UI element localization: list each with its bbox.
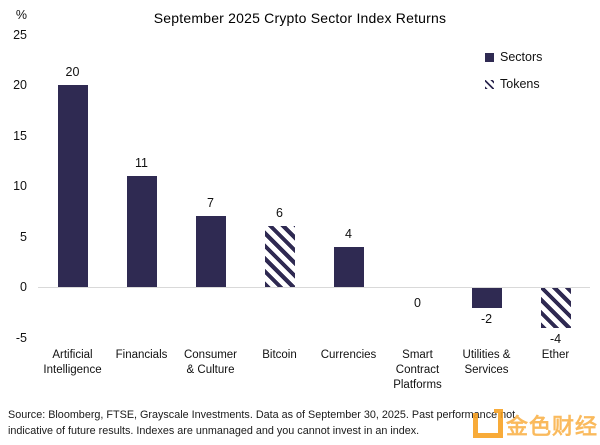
x-axis-label-ether: Ether: [541, 349, 570, 361]
y-tick-label: -5: [15, 330, 27, 345]
x-axis-label-smart-contract-platforms: Smart Contract Platforms: [393, 349, 442, 391]
bar-value-label: 0: [414, 296, 421, 310]
watermark-text: 金色财经: [505, 414, 598, 439]
y-axis-unit-label: %: [15, 8, 27, 22]
bar-value-label: 4: [345, 226, 352, 241]
x-axis-label-artificial-intelligence: Artificial Intelligence: [43, 349, 102, 376]
x-axis-label-financials: Financials: [115, 349, 168, 361]
source-line-2: indicative of future results. Indexes ar…: [8, 425, 420, 437]
bar-value-label: 6: [276, 206, 283, 221]
legend-swatch-solid-icon: [485, 52, 494, 62]
legend-label: Sectors: [500, 50, 543, 64]
legend-label: Tokens: [500, 77, 540, 91]
bar-value-label: -2: [480, 312, 493, 327]
bar-currencies: [333, 246, 364, 287]
x-axis-label-consumer-culture: Consumer & Culture: [183, 349, 238, 376]
bar-value-label: -4: [549, 332, 562, 347]
bar-utilities-services: [471, 288, 502, 309]
x-axis-label-bitcoin: Bitcoin: [262, 349, 297, 361]
bar-ether: [540, 288, 571, 329]
bar-consumer-culture: [195, 216, 226, 287]
y-tick-label: 20: [13, 78, 27, 92]
jinse-logo-icon: [472, 408, 503, 438]
y-tick-label: 25: [13, 27, 27, 42]
y-tick-label: 5: [20, 229, 27, 244]
y-tick-label: 10: [13, 179, 27, 193]
source-note: Source: Bloomberg, FTSE, Grayscale Inves…: [8, 407, 592, 439]
y-tick-label: 15: [13, 128, 27, 143]
legend-item-tokens: Tokens: [485, 77, 542, 91]
legend: Sectors Tokens: [485, 50, 542, 104]
y-tick-label: 0: [20, 280, 27, 294]
zero-axis-line: [38, 287, 590, 288]
bar-financials: [126, 175, 157, 287]
source-line-1: Source: Bloomberg, FTSE, Grayscale Inves…: [8, 409, 516, 421]
x-axis-label-utilities-services: Utilities & Services: [462, 349, 511, 376]
legend-swatch-hatched-icon: [485, 79, 494, 89]
x-axis-label-currencies: Currencies: [320, 349, 377, 361]
bar-value-label: 11: [135, 155, 148, 170]
legend-item-sectors: Sectors: [485, 50, 542, 64]
bar-value-label: 20: [65, 65, 80, 79]
bar-bitcoin: [264, 226, 295, 287]
watermark: 金色财经: [472, 408, 598, 441]
bar-artificial-intelligence: [57, 85, 88, 287]
chart-title: September 2025 Crypto Sector Index Retur…: [153, 10, 447, 26]
bar-value-label: 7: [207, 196, 214, 211]
